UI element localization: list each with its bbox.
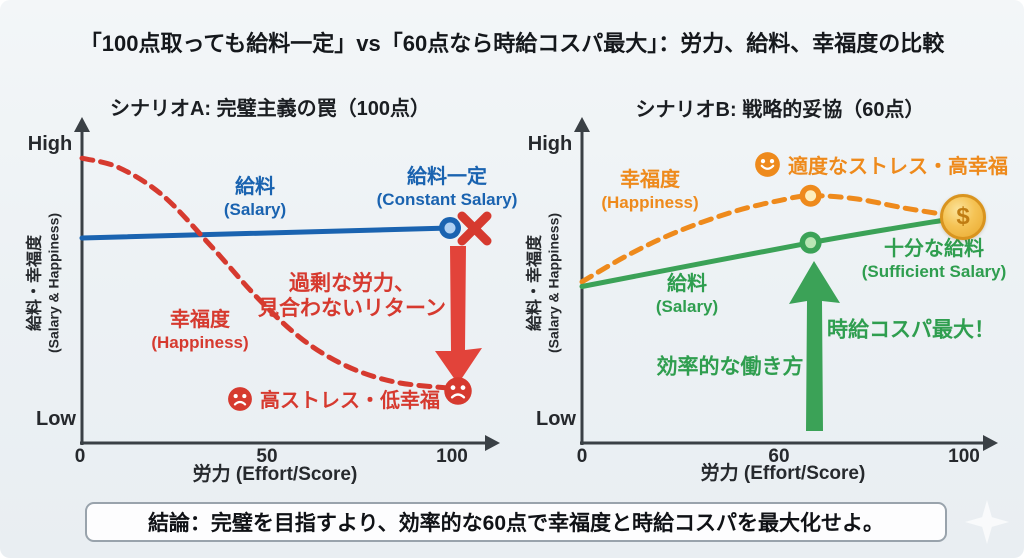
high-stress-label: 高ストレス・低幸福 — [260, 390, 440, 412]
constant-salary-ja: 給料一定 — [407, 166, 487, 189]
chart-a-salary-series-label: 給料 (Salary) — [224, 176, 286, 220]
overwork-line2: 見合わないリターン — [258, 297, 446, 320]
happiness-b-label-en: (Happiness) — [601, 192, 699, 212]
chart-b-y-axis-label-en: (Salary & Happiness) — [545, 212, 562, 354]
page-title: 「100点取っても給料一定」vs「60点なら時給コスパ最大」：労力、給料、幸福度… — [79, 31, 945, 57]
chart-a-y-high-label: High — [27, 133, 73, 156]
chart-a-tick-50: 50 — [256, 445, 278, 467]
cospa-annotation: 時給コスパ最大！ — [827, 318, 995, 342]
salary-label-ja: 給料 — [235, 176, 275, 199]
chart-a-y-axis-label-ja: 給料・幸福度 — [26, 235, 44, 332]
chart-a-y-axis-label: 給料・幸福度 (Salary & Happiness) — [26, 213, 61, 353]
chart-b-tick-0: 0 — [576, 445, 588, 467]
chart-b-y-axis-label-ja: 給料・幸福度 — [526, 235, 544, 332]
sufficient-salary-ja: 十分な給料 — [883, 238, 984, 261]
chart-a-x-axis-label: 労力 (Effort/Score) — [192, 463, 358, 485]
chart-b-title: シナリオB: 戦略的妥協（60点） — [635, 99, 925, 122]
constant-salary-annotation: 給料一定 (Constant Salary) — [377, 166, 518, 210]
chart-b-y-high-label: High — [527, 133, 573, 156]
conclusion-text: 結論：完璧を目指すより、効率的な60点で幸福度と時給コスパを最大化せよ。 — [147, 512, 885, 535]
chart-a-happiness-series-label: 幸福度 (Happiness) — [151, 309, 248, 353]
x-mark-icon — [457, 211, 492, 246]
salary-b-label-ja: 給料 — [667, 273, 707, 296]
sad-face-icon — [228, 386, 252, 411]
smiley-face-icon — [755, 152, 780, 177]
chart-a-series — [79, 155, 461, 391]
overwork-annotation: 過剰な労力、 見合わないリターン — [258, 272, 446, 322]
happiness-label-en: (Happiness) — [151, 332, 249, 352]
chart-a-outcome: 高ストレス・低幸福 — [227, 384, 440, 413]
happiness-label-ja: 幸福度 — [169, 309, 230, 332]
chart-b-tick-100: 100 — [948, 445, 980, 467]
declining-arrow — [435, 246, 482, 384]
chart-b-salary-series-label: 給料 (Salary) — [656, 273, 718, 317]
conclusion-box: 結論：完璧を目指すより、効率的な60点で幸福度と時給コスパを最大化せよ。 — [85, 502, 947, 542]
chart-a-tick-0: 0 — [74, 445, 86, 467]
chart-b-series — [579, 184, 962, 289]
rising-arrow — [789, 261, 840, 431]
overwork-line1: 過剰な労力、 — [288, 272, 415, 296]
chart-a-axes — [74, 117, 500, 451]
chart-b-outcome: 適度なストレス・高幸福 — [754, 150, 1008, 179]
chart-b-happiness-series-label: 幸福度 (Happiness) — [601, 169, 698, 213]
chart-b-y-axis-label: 給料・幸福度 (Salary & Happiness) — [526, 213, 561, 353]
salary-b-label-en: (Salary) — [655, 296, 719, 316]
efficient-work-annotation: 効率的な働き方 — [656, 355, 804, 379]
chart-a-y-axis-label-en: (Salary & Happiness) — [45, 212, 62, 354]
chart-b-tick-60: 60 — [768, 445, 790, 467]
moderate-stress-label: 適度なストレス・高幸福 — [788, 156, 1008, 178]
sufficient-salary-annotation: 十分な給料 (Sufficient Salary) — [862, 238, 1007, 282]
dollar-sign: $ — [956, 203, 970, 230]
chart-a-title: シナリオA: 完璧主義の罠（100点） — [109, 98, 431, 121]
chart-b-x-axis-label: 労力 (Effort/Score) — [700, 462, 866, 484]
chart-a-tick-100: 100 — [436, 445, 468, 467]
sufficient-salary-en: (Sufficient Salary) — [861, 261, 1007, 281]
happiness-b-label-ja: 幸福度 — [619, 169, 680, 192]
sad-face-endpoint-icon — [444, 377, 472, 405]
salary-label-en: (Salary) — [223, 199, 287, 219]
coin-icon: $ — [940, 194, 986, 240]
chart-a-y-low-label: Low — [36, 408, 76, 431]
constant-salary-en: (Constant Salary) — [376, 189, 518, 209]
chart-b-y-low-label: Low — [536, 408, 576, 431]
